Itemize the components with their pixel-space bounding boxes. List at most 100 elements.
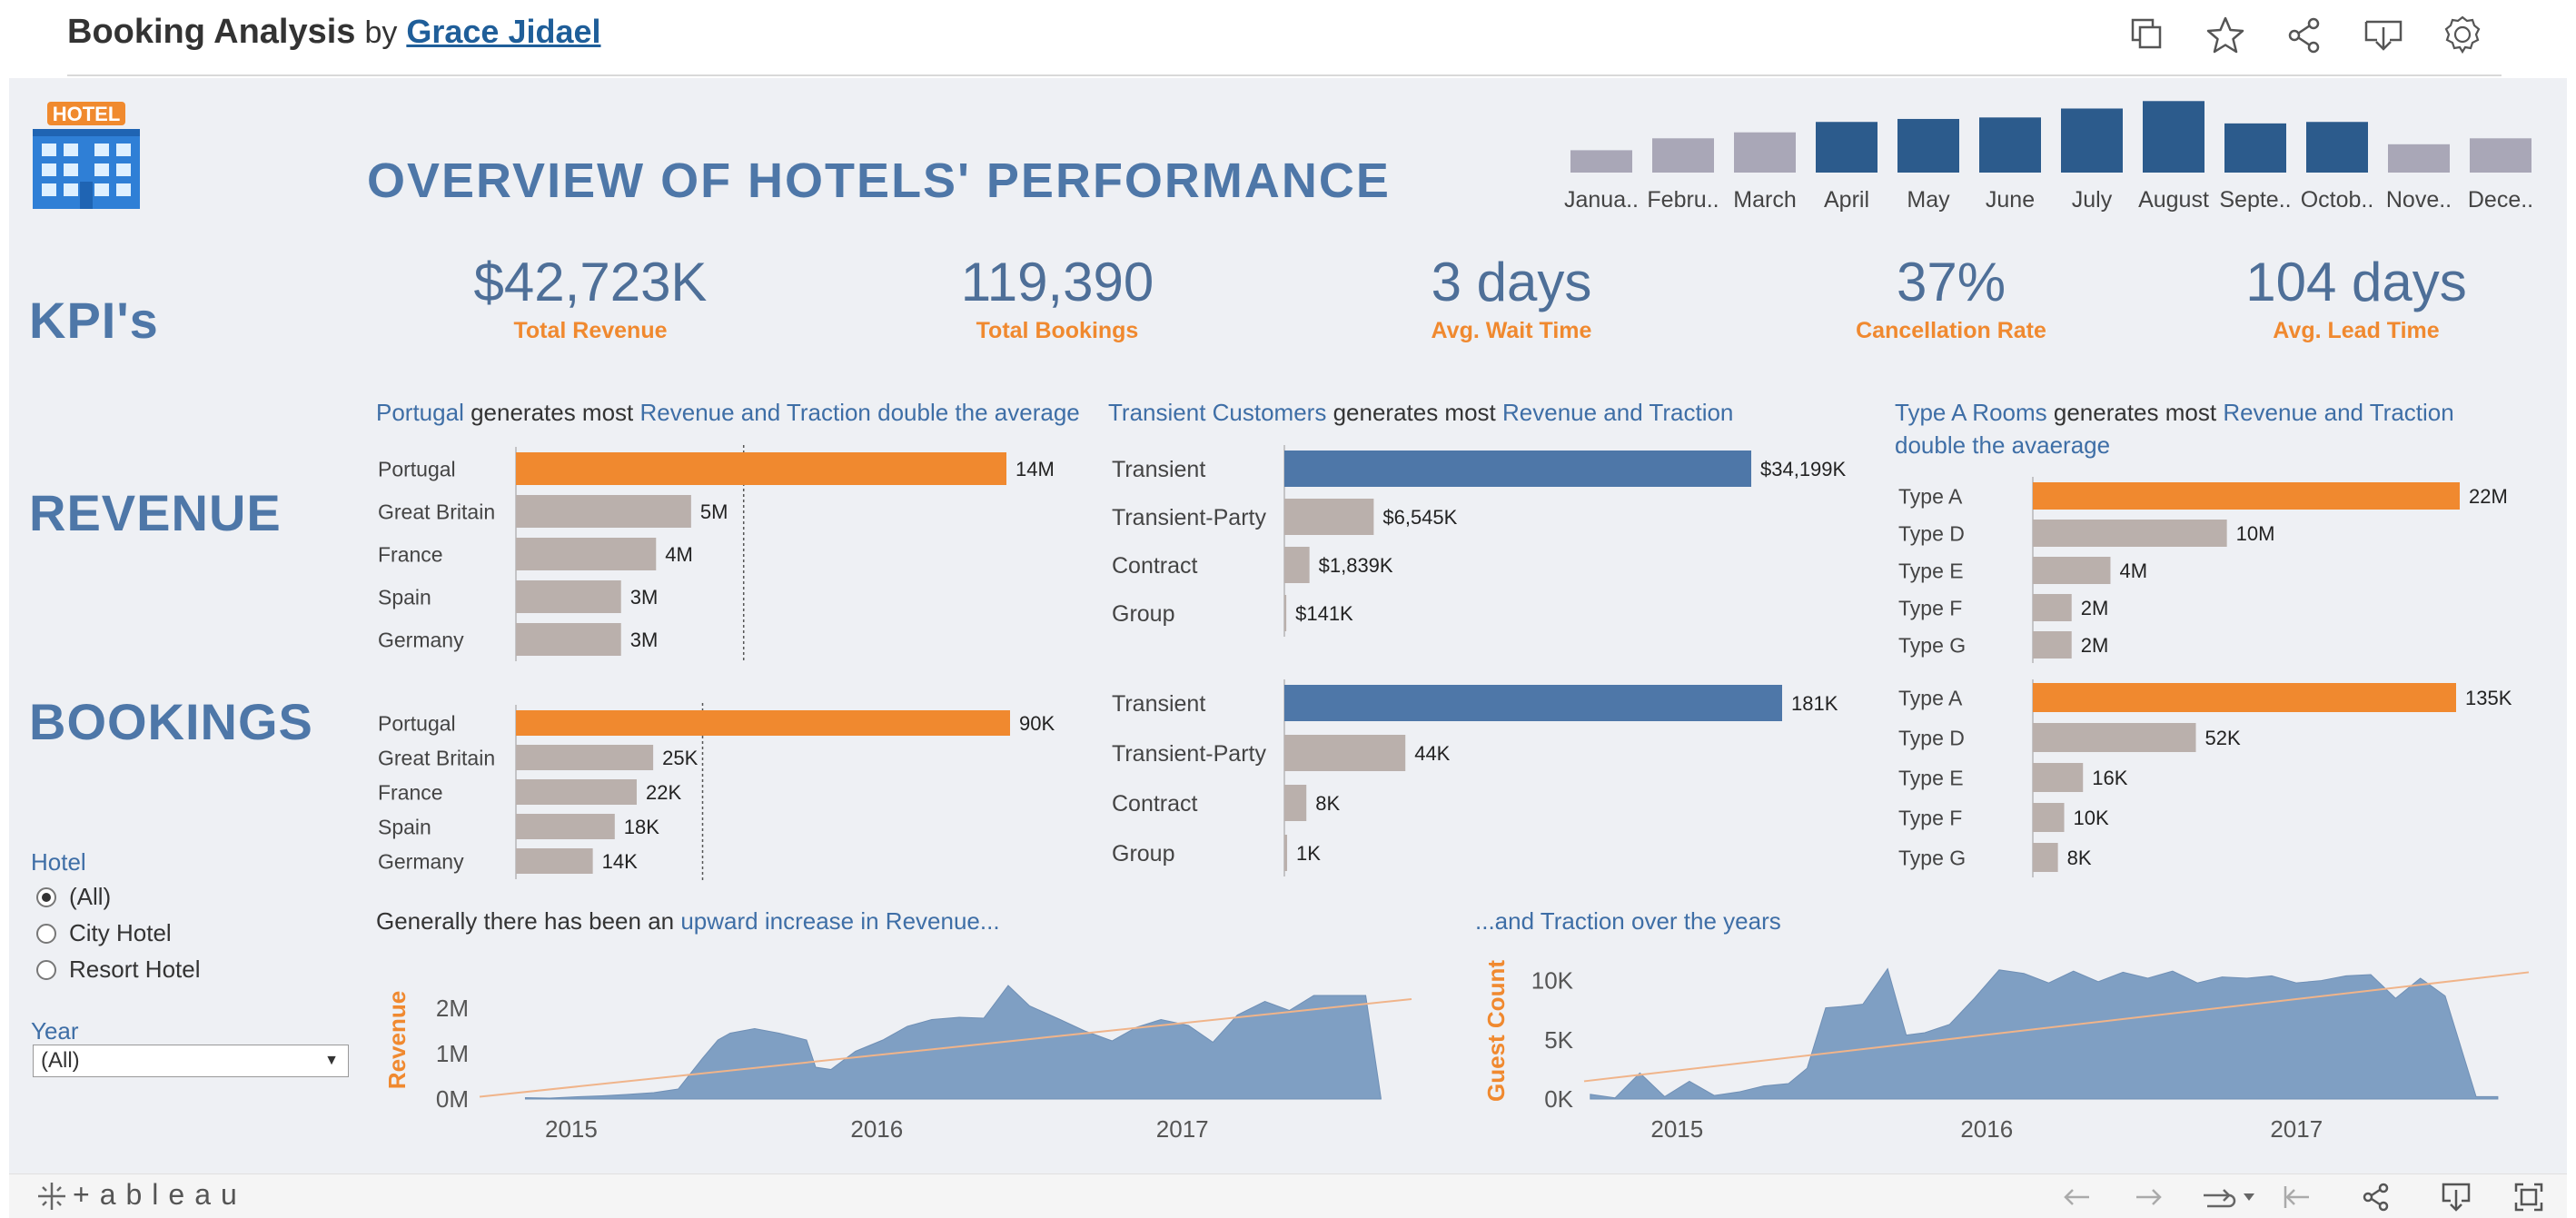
year-filter-label: Year (31, 1017, 79, 1045)
bar-category-label: Great Britain (378, 500, 495, 523)
bookings-by-room-chart: Type A 135K Type D 52K Type E 16K Type F 10K Typ… (1898, 679, 2512, 877)
bar (1284, 735, 1406, 771)
kpi-cancellation-label: Cancellation Rate (1856, 318, 2046, 343)
bar (2033, 723, 2196, 752)
hotel-option-all-label: (All) (69, 883, 112, 910)
month-label: March (1733, 187, 1796, 213)
customer-subtitle-a: Transient Customers (1108, 399, 1327, 426)
undo-arrow-icon[interactable] (2060, 1181, 2093, 1213)
guest-trend-chart: Guest Count 10K 5K 0K 2015 2016 2017 (1482, 960, 2530, 1143)
radio-selected-icon[interactable] (36, 886, 56, 907)
bar (516, 779, 637, 805)
month-label: July (2072, 187, 2113, 213)
radio-icon[interactable] (36, 959, 56, 980)
kpi-total-revenue-label: Total Revenue (513, 318, 668, 343)
bar-category-label: Transient (1112, 691, 1205, 717)
bar (2033, 803, 2065, 832)
revenue-trend-subtitle-b: upward increase in Revenue... (680, 907, 1000, 935)
bar-value-label: 16K (2092, 767, 2127, 789)
x-tick-label: 2015 (545, 1115, 598, 1143)
footer-download-icon[interactable] (2440, 1181, 2472, 1213)
y-tick-label: 0M (436, 1085, 469, 1113)
room-subtitle-a: Type A Rooms (1895, 399, 2047, 426)
star-icon[interactable] (2204, 15, 2246, 56)
month-bar (1734, 132, 1796, 173)
bar-category-label: Group (1112, 841, 1174, 866)
guest-trend-subtitle: ...and Traction over the years (1475, 905, 2111, 937)
year-dropdown-value: (All) (41, 1048, 80, 1073)
fullscreen-icon[interactable] (2512, 1181, 2545, 1213)
year-dropdown[interactable]: (All) ▼ (33, 1045, 349, 1077)
download-icon[interactable] (2363, 15, 2404, 56)
month-label: August (2138, 187, 2209, 213)
hotel-option-all[interactable]: (All) (36, 883, 111, 911)
footer-share-icon[interactable] (2360, 1181, 2393, 1213)
bar-category-label: Portugal (378, 711, 456, 735)
bar-value-label: 5M (700, 500, 728, 523)
bar (2033, 683, 2456, 712)
month-label: Septe.. (2219, 187, 2291, 213)
bar (516, 495, 691, 528)
section-label-revenue: REVENUE (29, 484, 282, 541)
kpi-total-revenue-value: $42,723K (473, 252, 708, 312)
bar (516, 814, 615, 839)
revenue-by-customer-chart: Transient $34,199K Transient-Party $6,545K C… (1112, 445, 1847, 637)
kpi-total-bookings-value: 119,390 (960, 252, 1154, 312)
bar-value-label: 18K (624, 816, 659, 838)
copy-icon[interactable] (2125, 15, 2167, 56)
month-label: Nove.. (2386, 187, 2452, 213)
bar-value-label: 10K (2074, 807, 2109, 829)
radio-icon[interactable] (36, 923, 56, 944)
bar (2033, 843, 2058, 872)
bar-value-label: $34,199K (1760, 458, 1847, 480)
badge-icon[interactable] (2442, 15, 2483, 56)
revenue-by-country-chart: Portugal 14M Great Britain 5M France 4M Spain 3… (378, 445, 1055, 663)
x-tick-label: 2017 (1156, 1115, 1209, 1143)
bar (1284, 785, 1307, 821)
country-subtitle: Portugal generates most Revenue and Trac… (376, 396, 1085, 429)
x-tick-label: 2015 (1650, 1115, 1703, 1143)
bar-category-label: Type A (1898, 686, 1963, 709)
bar (2033, 557, 2111, 584)
trend-line (479, 998, 1412, 1098)
x-tick-label: 2016 (850, 1115, 903, 1143)
hotel-option-resort-label: Resort Hotel (69, 956, 201, 983)
bar-value-label: 44K (1414, 742, 1450, 765)
bar-value-label: 2M (2081, 634, 2109, 657)
month-bar (1570, 150, 1632, 173)
bar-value-label: $141K (1295, 602, 1353, 625)
y-tick-label: 10K (1531, 967, 1574, 995)
customer-subtitle-b: generates most (1326, 399, 1502, 426)
author-link[interactable]: Grace Jidael (406, 13, 601, 50)
y-axis-title: Guest Count (1482, 960, 1510, 1102)
bar-category-label: Type G (1898, 633, 1966, 657)
month-label: Dece.. (2468, 187, 2533, 213)
hotel-option-resort[interactable]: Resort Hotel (36, 956, 201, 984)
bar (2033, 520, 2227, 547)
bar-category-label: Type F (1898, 596, 1962, 619)
hotel-option-city[interactable]: City Hotel (36, 919, 172, 947)
bar (516, 848, 593, 874)
byline-by: by (364, 15, 398, 50)
bar (1284, 835, 1288, 871)
bar (1284, 595, 1287, 631)
kpi-cancellation-value: 37% (1896, 252, 2006, 312)
jump-start-icon[interactable] (2280, 1181, 2313, 1213)
bar-category-label: Transient-Party (1112, 741, 1266, 767)
month-label: Octob.. (2301, 187, 2374, 213)
x-tick-label: 2017 (2270, 1115, 2323, 1143)
month-bar (1979, 117, 2041, 173)
kpi-total-bookings-label: Total Bookings (976, 318, 1139, 343)
tableau-wordmark: +ableau (73, 1178, 247, 1211)
month-bar (1816, 122, 1878, 173)
bar-value-label: 22K (646, 781, 681, 804)
month-label: Febru.. (1647, 187, 1719, 213)
redo-arrow-icon[interactable] (2133, 1181, 2165, 1213)
revert-icon[interactable] (2198, 1181, 2258, 1213)
bar-value-label: 2M (2081, 597, 2109, 619)
share-icon[interactable] (2284, 15, 2325, 56)
section-label-bookings: BOOKINGS (29, 693, 313, 750)
y-axis-title: Revenue (383, 991, 411, 1089)
country-subtitle-b: generates most (463, 399, 640, 426)
x-tick-label: 2016 (1960, 1115, 2013, 1143)
